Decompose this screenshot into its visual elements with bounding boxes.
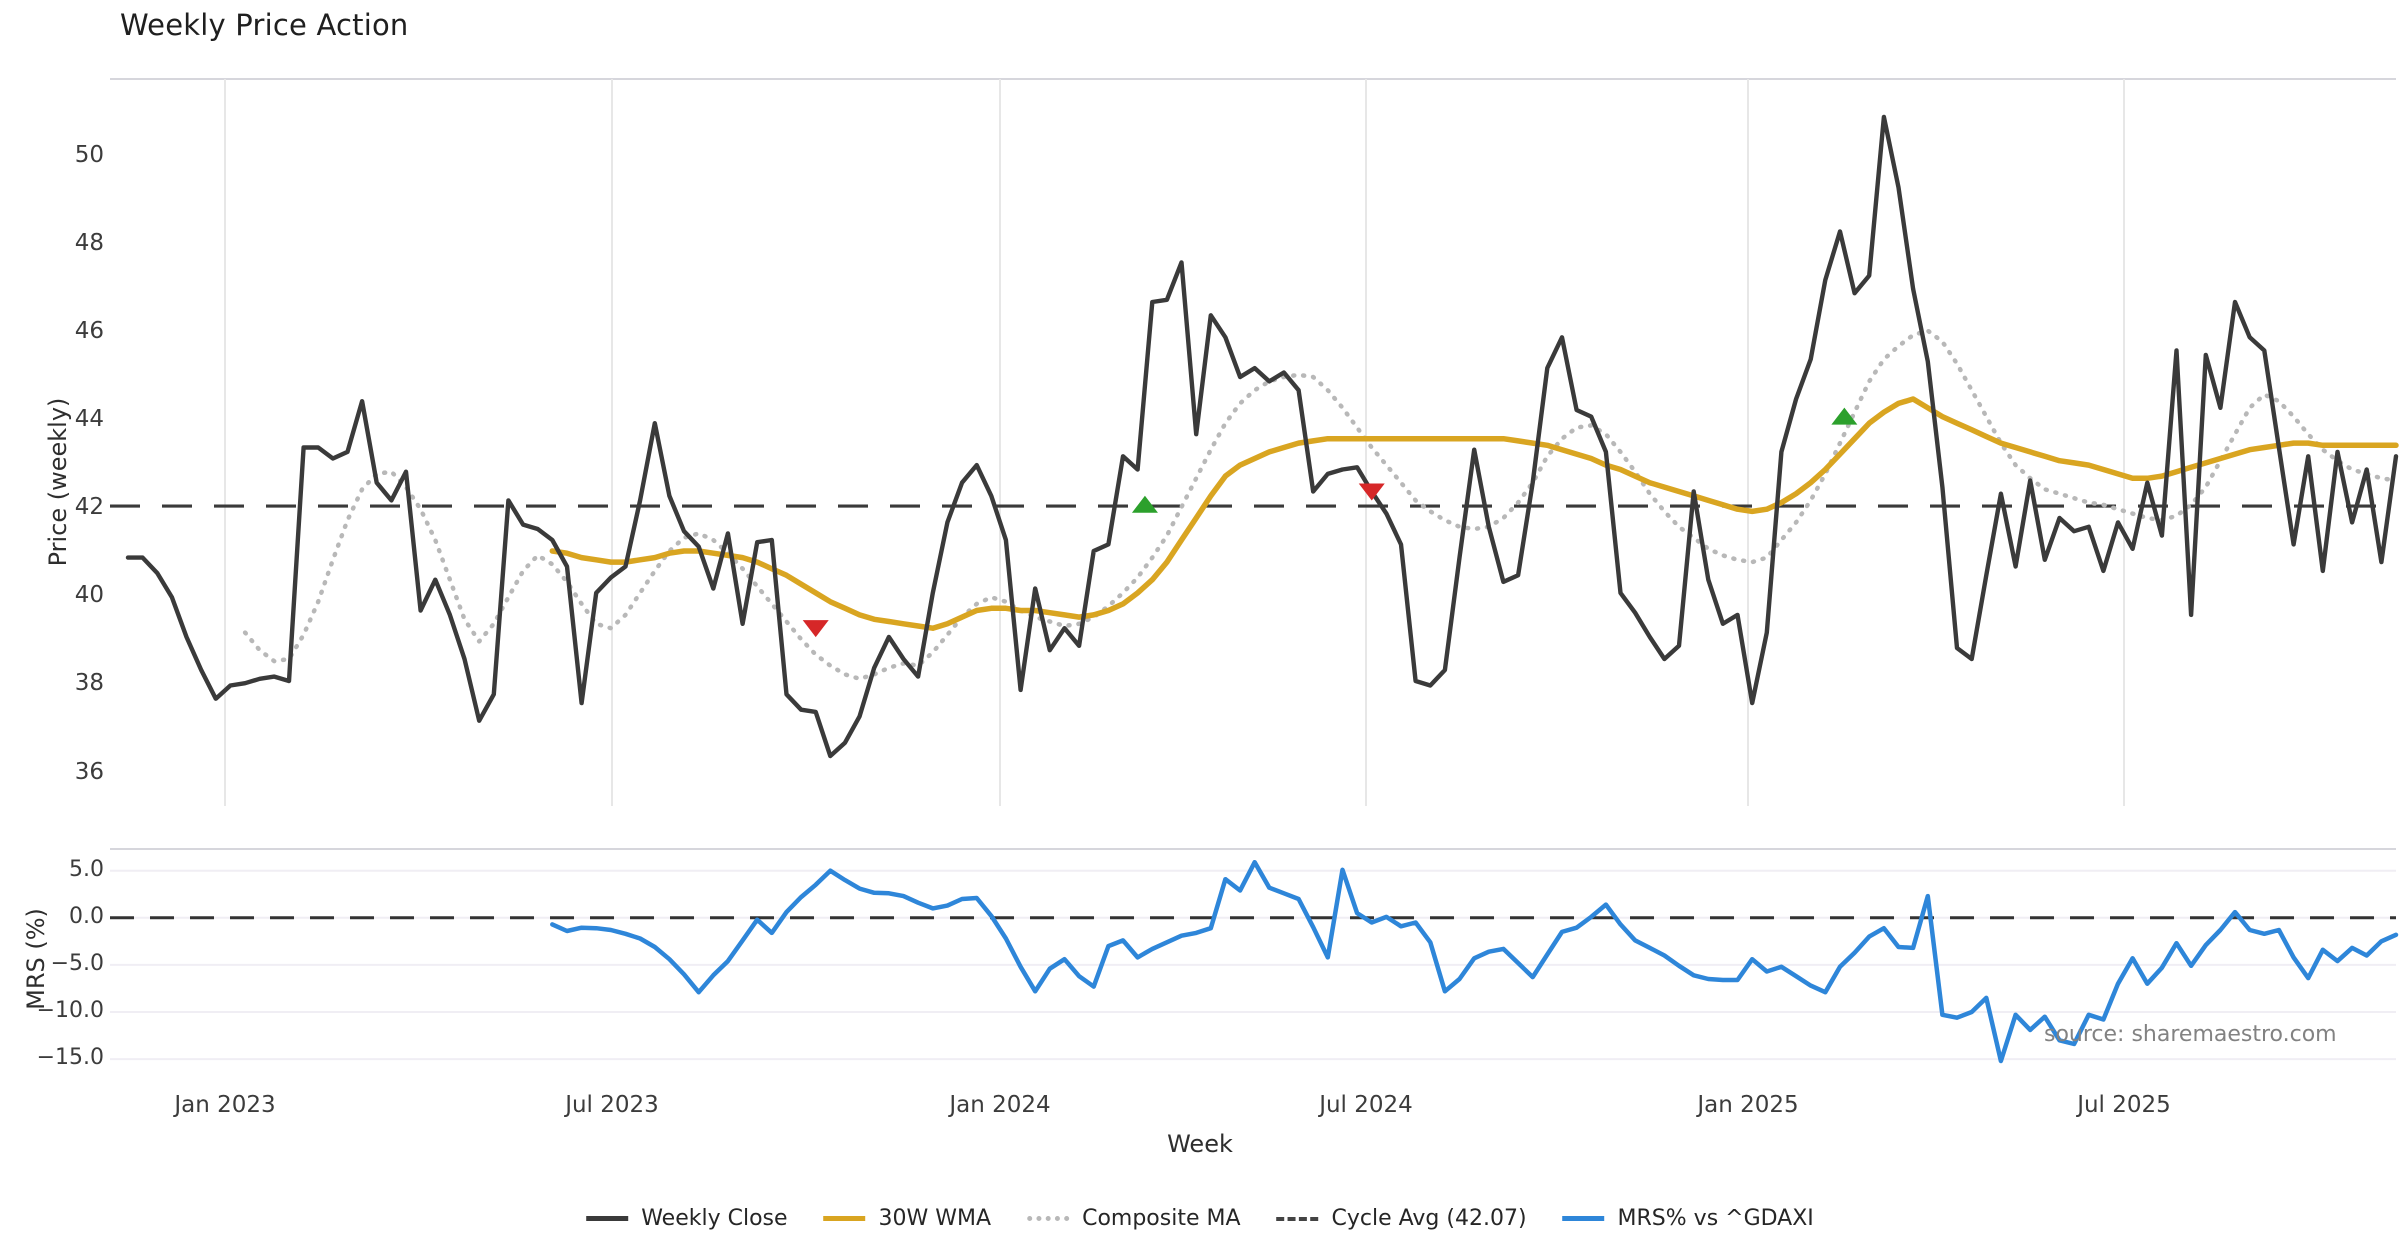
mrs-tick-label: 0.0 xyxy=(69,904,104,929)
legend-label: 30W WMA xyxy=(878,1206,992,1231)
legend-swatch-solid-icon xyxy=(586,1216,629,1221)
legend-item: Composite MA xyxy=(1027,1206,1241,1231)
mrs-tick-label: −10.0 xyxy=(36,998,104,1023)
price-tick-label: 50 xyxy=(74,142,104,168)
legend: Weekly Close 30W WMA Composite MA Cycle Avg… xyxy=(586,1206,1814,1231)
x-tick-label: Jul 2025 xyxy=(2077,1092,2171,1118)
wma-line xyxy=(549,396,2399,631)
legend-label: Composite MA xyxy=(1082,1206,1241,1231)
mrs-line xyxy=(550,859,2399,1064)
weekly-close-line xyxy=(125,114,2399,759)
x-axis-label: Week xyxy=(1167,1130,1233,1158)
price-tick-label: 48 xyxy=(74,230,104,256)
x-tick-label: Jul 2024 xyxy=(1319,1092,1413,1118)
legend-swatch-dotted-icon xyxy=(1027,1216,1070,1221)
legend-swatch-solid-icon xyxy=(823,1216,866,1221)
price-tick-label: 38 xyxy=(74,670,104,696)
sell-marker-icon xyxy=(1358,483,1385,501)
price-axis-label: Price (weekly) xyxy=(44,397,72,567)
buy-marker-icon xyxy=(1831,407,1858,425)
legend-label: Weekly Close xyxy=(641,1206,788,1231)
price-tick-label: 44 xyxy=(74,406,104,432)
source-note: source: sharemaestro.com xyxy=(2044,1022,2337,1047)
legend-item: 30W WMA xyxy=(823,1206,992,1231)
chart-title: Weekly Price Action xyxy=(120,8,409,42)
legend-label: Cycle Avg (42.07) xyxy=(1331,1206,1527,1231)
buy-marker-icon xyxy=(1131,495,1158,513)
legend-swatch-dashed-icon xyxy=(1276,1216,1319,1221)
x-tick-label: Jan 2024 xyxy=(949,1092,1051,1118)
mrs-tick-label: 5.0 xyxy=(69,857,104,882)
legend-swatch-solid-icon xyxy=(1562,1216,1605,1221)
x-tick-label: Jan 2025 xyxy=(1697,1092,1799,1118)
price-tick-label: 42 xyxy=(74,494,104,520)
price-tick-label: 36 xyxy=(74,759,104,785)
x-tick-label: Jan 2023 xyxy=(174,1092,276,1118)
mrs-tick-label: −15.0 xyxy=(36,1045,104,1070)
legend-label: MRS% vs ^GDAXI xyxy=(1617,1206,1814,1231)
x-tick-label: Jul 2023 xyxy=(565,1092,659,1118)
legend-item: MRS% vs ^GDAXI xyxy=(1562,1206,1814,1231)
mrs-tick-label: −5.0 xyxy=(50,951,104,976)
composite-ma-line xyxy=(242,328,2399,682)
price-tick-label: 40 xyxy=(74,582,104,608)
sell-marker-icon xyxy=(802,620,829,638)
legend-item: Cycle Avg (42.07) xyxy=(1276,1206,1527,1231)
price-tick-label: 46 xyxy=(74,318,104,344)
legend-item: Weekly Close xyxy=(586,1206,788,1231)
